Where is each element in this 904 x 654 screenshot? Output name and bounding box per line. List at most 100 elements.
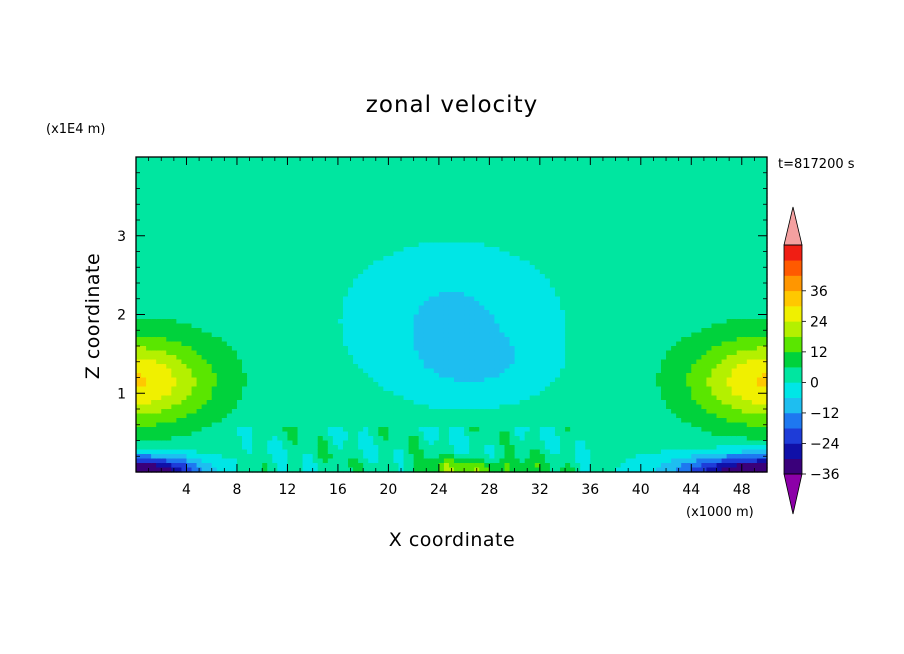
field-cell <box>403 404 410 410</box>
field-cell <box>353 247 359 253</box>
field-cell <box>191 238 198 244</box>
field-cell <box>459 260 465 266</box>
field-cell <box>166 265 172 271</box>
field-cell <box>484 431 490 437</box>
field-cell <box>337 260 344 266</box>
field-cell <box>322 215 329 221</box>
field-cell <box>423 395 430 401</box>
field-cell <box>363 382 369 388</box>
field-cell <box>151 449 157 455</box>
field-cell <box>141 328 147 334</box>
field-cell <box>413 463 420 469</box>
field-cell <box>287 184 294 190</box>
field-cell <box>282 211 289 217</box>
field-cell <box>267 251 273 257</box>
field-cell <box>454 265 460 271</box>
field-cell <box>358 157 364 163</box>
field-cell <box>151 382 157 388</box>
field-cell <box>448 386 455 392</box>
field-cell <box>479 323 485 329</box>
field-cell <box>337 247 344 253</box>
field-cell <box>186 332 193 338</box>
field-cell <box>489 197 496 203</box>
field-cell <box>489 395 496 401</box>
field-cell <box>161 206 167 212</box>
field-cell <box>221 373 228 379</box>
field-cell <box>267 391 273 397</box>
field-cell <box>423 274 430 280</box>
field-cell <box>252 175 258 181</box>
field-cell <box>479 242 485 248</box>
field-cell <box>272 350 278 356</box>
field-cell <box>307 395 314 401</box>
field-cell <box>484 454 490 460</box>
field-cell <box>171 391 177 397</box>
field-cell <box>443 197 450 203</box>
field-cell <box>166 206 172 212</box>
field-cell <box>277 427 283 433</box>
field-cell <box>176 323 183 329</box>
field-cell <box>443 445 450 451</box>
field-cell <box>448 215 455 221</box>
field-cell <box>383 395 389 401</box>
field-cell <box>464 332 470 338</box>
field-cell <box>464 328 470 334</box>
field-cell <box>191 463 198 469</box>
field-cell <box>262 355 268 361</box>
field-cell <box>358 436 364 442</box>
field-cell <box>337 431 344 437</box>
field-cell <box>242 238 248 244</box>
field-cell <box>216 184 223 190</box>
field-cell <box>337 287 344 293</box>
field-cell <box>287 260 294 266</box>
field-cell <box>469 269 475 275</box>
field-cell <box>267 454 273 460</box>
field-cell <box>464 274 470 280</box>
field-cell <box>443 238 450 244</box>
field-cell <box>403 373 410 379</box>
field-cell <box>136 287 142 293</box>
field-cell <box>166 314 172 320</box>
field-cell <box>469 467 475 473</box>
field-cell <box>368 404 374 410</box>
field-cell <box>252 251 258 257</box>
field-cell <box>327 197 334 203</box>
chart-title: zonal velocity <box>366 92 538 118</box>
field-cell <box>201 274 208 280</box>
field-cell <box>459 382 465 388</box>
field-cell <box>398 305 405 311</box>
field-cell <box>262 305 268 311</box>
field-cell <box>363 256 369 262</box>
field-cell <box>368 346 374 352</box>
field-cell <box>196 256 203 262</box>
field-cell <box>332 355 339 361</box>
field-cell <box>247 422 253 428</box>
field-cell <box>252 382 258 388</box>
field-cell <box>236 175 243 181</box>
field-cell <box>433 170 440 176</box>
field-cell <box>146 319 152 325</box>
field-cell <box>332 229 339 235</box>
field-cell <box>297 265 304 271</box>
field-cell <box>322 332 329 338</box>
field-cell <box>236 314 243 320</box>
field-cell <box>171 440 177 446</box>
field-cell <box>166 166 172 172</box>
field-cell <box>146 175 152 181</box>
field-cell <box>292 458 299 464</box>
field-cell <box>272 427 278 433</box>
field-cell <box>136 157 142 163</box>
field-cell <box>247 265 253 271</box>
field-cell <box>332 463 339 469</box>
field-cell <box>474 175 480 181</box>
field-cell <box>166 233 172 239</box>
field-cell <box>161 242 167 248</box>
field-cell <box>469 395 475 401</box>
field-cell <box>378 256 384 262</box>
field-cell <box>262 229 268 235</box>
field-cell <box>398 400 405 406</box>
field-cell <box>489 260 496 266</box>
field-cell <box>252 386 258 392</box>
field-cell <box>236 467 243 473</box>
field-cell <box>433 215 440 221</box>
